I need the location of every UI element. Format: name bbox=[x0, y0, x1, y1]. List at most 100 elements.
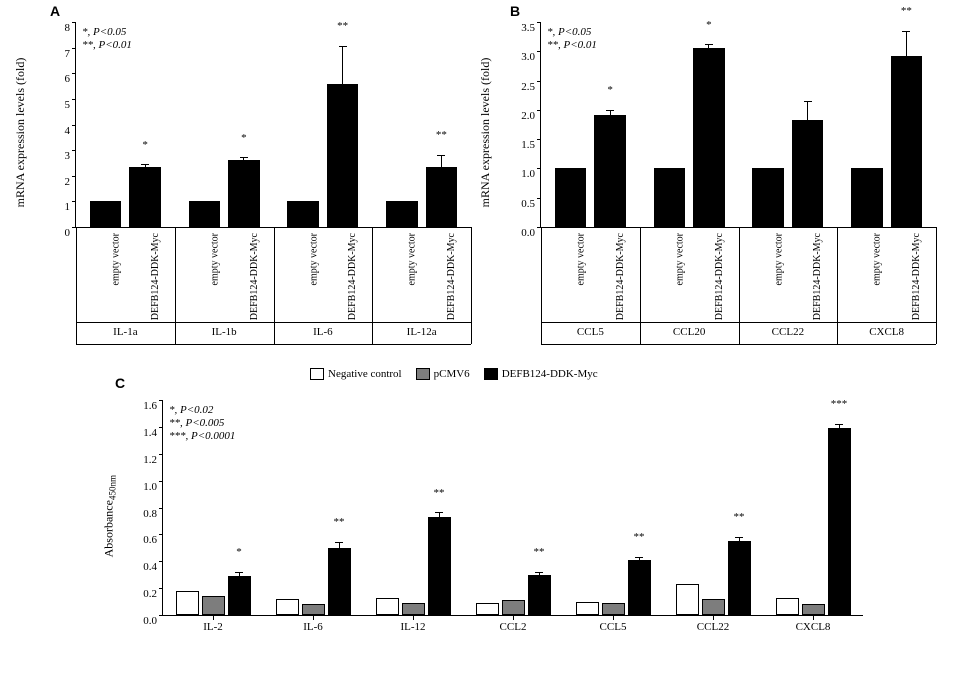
error-cap bbox=[339, 46, 347, 47]
group-separator bbox=[471, 227, 472, 344]
category-label: CCL22 bbox=[697, 621, 729, 633]
bar bbox=[654, 168, 686, 227]
ytick: 4 bbox=[65, 125, 77, 137]
ytick: 8 bbox=[65, 22, 77, 34]
ytick: 0.0 bbox=[143, 615, 163, 627]
bar bbox=[228, 160, 260, 227]
bar bbox=[402, 603, 425, 615]
legend: Negative controlpCMV6DEFB124-DDK-Myc bbox=[310, 368, 598, 380]
group-separator bbox=[739, 227, 740, 344]
ytick-mark bbox=[72, 22, 76, 23]
error-cap bbox=[240, 157, 248, 158]
error-cap bbox=[735, 537, 743, 538]
ytick: 0.8 bbox=[143, 508, 163, 520]
ytick-mark bbox=[72, 99, 76, 100]
error-bar bbox=[839, 424, 840, 428]
significance-marker: * bbox=[142, 139, 148, 151]
ytick-mark bbox=[159, 588, 163, 589]
ytick: 1.6 bbox=[143, 400, 163, 412]
bar bbox=[555, 168, 587, 227]
bar bbox=[792, 120, 824, 227]
group-separator bbox=[640, 227, 641, 344]
pvalue-note: *, P<0.05 bbox=[547, 26, 591, 38]
category-label: IL-1a bbox=[113, 326, 137, 338]
ytick-mark bbox=[159, 400, 163, 401]
ytick: 2.0 bbox=[521, 110, 541, 122]
ylabel: Absorbance450nm bbox=[101, 408, 117, 623]
legend-swatch bbox=[484, 368, 498, 380]
bar-label: DEFB124-DDK-Myc bbox=[714, 233, 725, 320]
ytick: 1.0 bbox=[521, 168, 541, 180]
error-bar bbox=[610, 110, 611, 114]
panel-C-label: C bbox=[115, 375, 125, 391]
error-cap bbox=[141, 164, 149, 165]
ytick-mark bbox=[159, 427, 163, 428]
bar bbox=[386, 201, 418, 227]
panel-C-plot: 0.00.20.40.60.81.01.21.41.6*IL-2**IL-6**… bbox=[162, 400, 863, 616]
bar bbox=[776, 598, 799, 615]
legend-swatch bbox=[416, 368, 430, 380]
bar bbox=[189, 201, 221, 227]
error-bar bbox=[708, 45, 709, 49]
legend-item: DEFB124-DDK-Myc bbox=[484, 368, 598, 380]
ytick-mark bbox=[537, 168, 541, 169]
panel-A-label: A bbox=[50, 3, 60, 19]
error-bar bbox=[906, 31, 907, 56]
x-band-line bbox=[76, 322, 471, 323]
bar-label: DEFB124-DDK-Myc bbox=[813, 233, 824, 320]
ylabel: mRNA expression levels (fold) bbox=[478, 30, 493, 235]
ytick: 1.0 bbox=[143, 481, 163, 493]
ytick: 3 bbox=[65, 150, 77, 162]
bar bbox=[327, 84, 359, 228]
legend-label: Negative control bbox=[328, 368, 402, 380]
pvalue-note: **, P<0.01 bbox=[82, 39, 132, 51]
bar-label: DEFB124-DDK-Myc bbox=[911, 233, 922, 320]
ytick: 1.5 bbox=[521, 139, 541, 151]
bar-label: empty vector bbox=[872, 233, 883, 285]
ytick-mark bbox=[537, 81, 541, 82]
group-separator bbox=[837, 227, 838, 344]
bar-label: DEFB124-DDK-Myc bbox=[150, 233, 161, 320]
significance-marker: ** bbox=[337, 20, 348, 32]
ytick: 2 bbox=[65, 176, 77, 188]
significance-marker: * bbox=[607, 84, 613, 96]
ytick: 0.5 bbox=[521, 198, 541, 210]
bar-label: empty vector bbox=[111, 233, 122, 285]
error-cap bbox=[635, 557, 643, 558]
error-cap bbox=[902, 31, 910, 32]
bar-label: DEFB124-DDK-Myc bbox=[348, 233, 359, 320]
ytick: 7 bbox=[65, 48, 77, 60]
bar-label: empty vector bbox=[308, 233, 319, 285]
category-label: IL-12a bbox=[407, 326, 437, 338]
pvalue-note: *, P<0.02 bbox=[169, 404, 213, 416]
bar bbox=[752, 168, 784, 227]
xtick-mark bbox=[513, 615, 514, 620]
ytick: 0 bbox=[65, 227, 77, 239]
ytick-mark bbox=[159, 615, 163, 616]
bar-label: empty vector bbox=[576, 233, 587, 285]
bar bbox=[328, 548, 351, 615]
error-bar bbox=[441, 155, 442, 167]
legend-swatch bbox=[310, 368, 324, 380]
ytick: 6 bbox=[65, 73, 77, 85]
xtick-mark bbox=[413, 615, 414, 620]
bar bbox=[828, 428, 851, 615]
significance-marker: ** bbox=[901, 5, 912, 17]
error-bar bbox=[239, 572, 240, 576]
bar-label: empty vector bbox=[674, 233, 685, 285]
bar bbox=[602, 603, 625, 615]
ytick-mark bbox=[537, 22, 541, 23]
group-separator bbox=[541, 227, 542, 344]
category-label: IL-1b bbox=[212, 326, 237, 338]
ytick-mark bbox=[159, 508, 163, 509]
significance-marker: ** bbox=[634, 531, 645, 543]
pvalue-note: **, P<0.005 bbox=[169, 417, 224, 429]
ytick-mark bbox=[72, 150, 76, 151]
xtick-mark bbox=[213, 615, 214, 620]
ytick: 0.2 bbox=[143, 588, 163, 600]
bar bbox=[426, 167, 458, 227]
category-label: CCL22 bbox=[772, 326, 804, 338]
ytick: 0.6 bbox=[143, 534, 163, 546]
bar bbox=[502, 600, 525, 615]
ytick-mark bbox=[72, 201, 76, 202]
